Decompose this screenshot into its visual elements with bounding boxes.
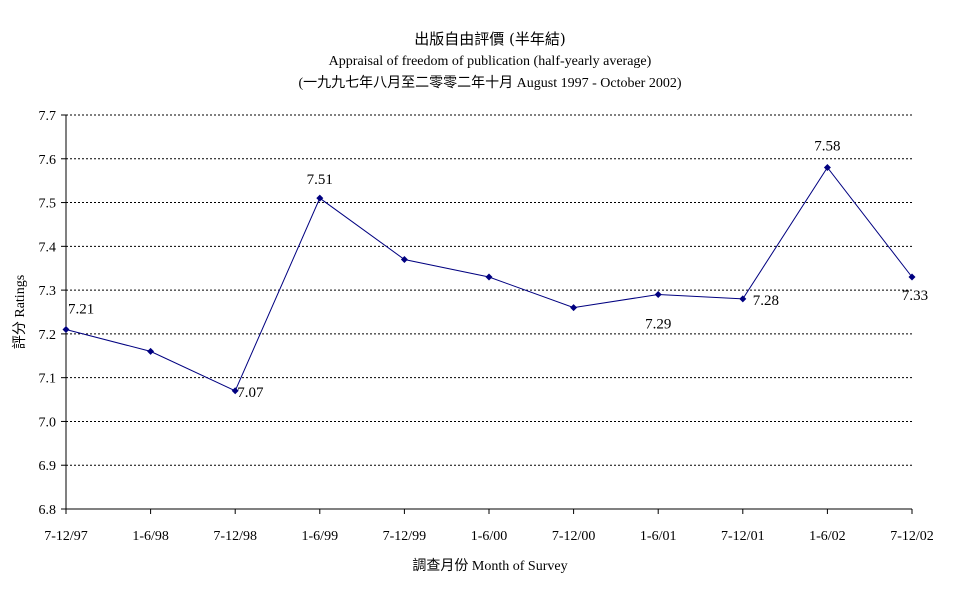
x-tick-label: 7-12/01 bbox=[721, 529, 765, 544]
x-tick-label: 1-6/99 bbox=[302, 529, 339, 544]
y-tick-label: 7.3 bbox=[39, 284, 57, 299]
data-point bbox=[62, 326, 70, 334]
y-tick-label: 7.6 bbox=[39, 153, 57, 168]
chart-subtitle: Appraisal of freedom of publication (hal… bbox=[329, 54, 652, 69]
data-point bbox=[316, 194, 324, 202]
data-label: 7.07 bbox=[237, 385, 264, 401]
chart-title: 出版自由評價 (半年結) bbox=[414, 30, 565, 48]
x-axis-label: 調查月份 Month of Survey bbox=[412, 558, 567, 574]
x-tick-label: 1-6/02 bbox=[809, 529, 846, 544]
x-tick-label: 1-6/01 bbox=[640, 529, 677, 544]
y-tick-label: 7.0 bbox=[39, 415, 57, 430]
data-point bbox=[908, 273, 916, 281]
x-tick-label: 7-12/99 bbox=[383, 529, 427, 544]
x-tick-label: 7-12/98 bbox=[213, 529, 257, 544]
series-ratings bbox=[62, 164, 916, 395]
y-axis-label: 評分 Ratings bbox=[12, 275, 28, 349]
data-point bbox=[231, 387, 239, 395]
y-tick-label: 6.9 bbox=[39, 459, 57, 474]
data-point bbox=[485, 273, 493, 281]
data-point bbox=[739, 295, 747, 303]
y-tick-label: 7.5 bbox=[39, 197, 57, 212]
chart-subtitle-date-range: (一九九七年八月至二零零二年十月 August 1997 - October 2… bbox=[298, 75, 681, 91]
y-tick-label: 7.1 bbox=[39, 372, 57, 387]
x-tick-label: 1-6/00 bbox=[471, 529, 508, 544]
data-labels: 7.21 7.07 7.51 7.29 7.28 7.58 7.33 bbox=[68, 139, 928, 401]
x-tick-label: 7-12/02 bbox=[890, 529, 934, 544]
y-tick-label: 6.8 bbox=[39, 503, 57, 518]
data-point bbox=[654, 290, 662, 298]
data-label: 7.51 bbox=[307, 172, 333, 188]
y-axis-ticks: 6.8 6.9 7.0 7.1 7.2 7.3 7.4 7.5 7.6 7.7 bbox=[39, 109, 66, 518]
y-tick-label: 7.7 bbox=[39, 109, 57, 124]
y-tick-label: 7.4 bbox=[39, 240, 57, 255]
data-label: 7.28 bbox=[753, 293, 779, 309]
y-tick-label: 7.2 bbox=[39, 328, 57, 343]
data-point bbox=[400, 255, 408, 263]
gridlines bbox=[66, 114, 912, 466]
data-label: 7.58 bbox=[814, 139, 840, 155]
data-label: 7.29 bbox=[645, 316, 671, 332]
data-label: 7.33 bbox=[902, 288, 928, 304]
x-tick-label: 1-6/98 bbox=[132, 529, 169, 544]
data-label: 7.21 bbox=[68, 302, 94, 318]
x-axis-ticks: 7-12/97 1-6/98 7-12/98 1-6/99 7-12/99 1-6/00 7… bbox=[44, 509, 934, 544]
data-point bbox=[823, 164, 831, 172]
data-point bbox=[147, 347, 155, 355]
data-point bbox=[570, 304, 578, 312]
x-tick-label: 7-12/97 bbox=[44, 529, 88, 544]
x-tick-label: 7-12/00 bbox=[552, 529, 596, 544]
